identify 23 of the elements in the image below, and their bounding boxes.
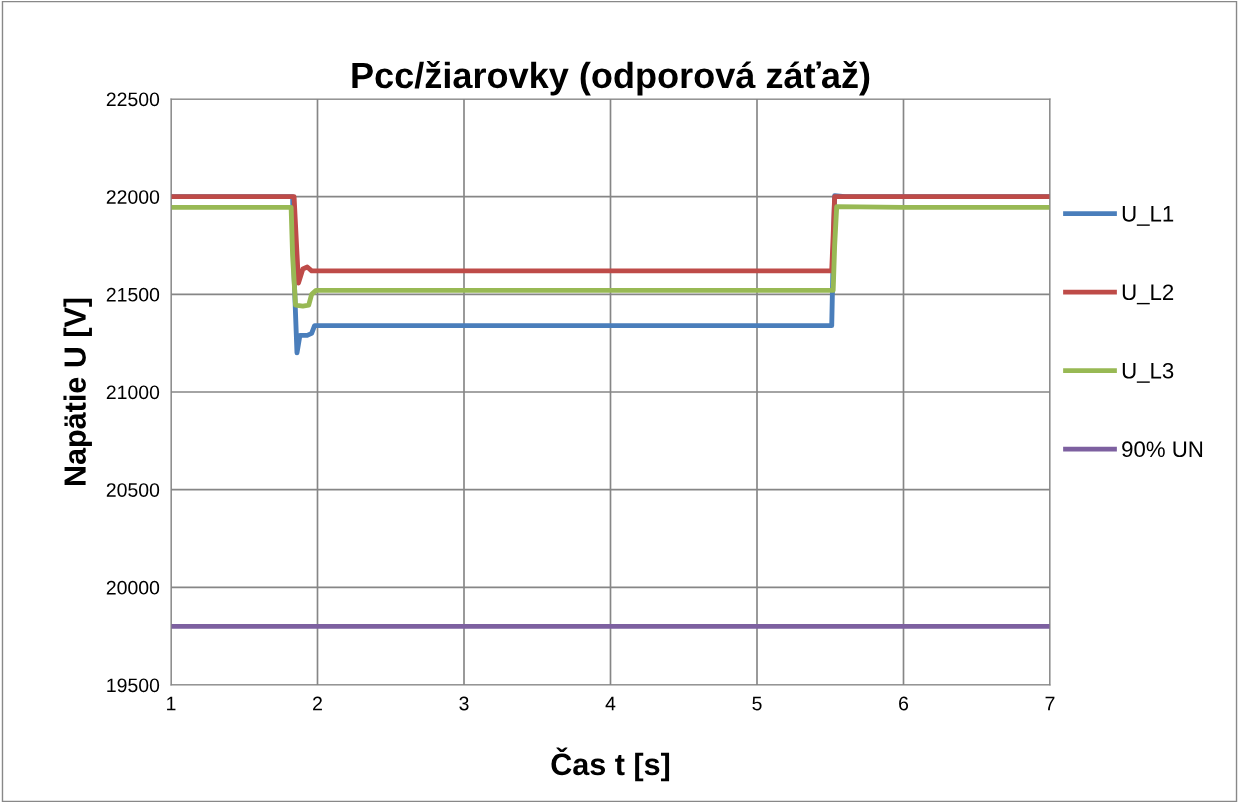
legend-label: 90% UN [1122,441,1203,458]
y-tick-label: 21000 [106,385,160,400]
x-tick-label: 6 [899,696,909,711]
chart-title: Pcc/žiarovky (odporová záťaž) [352,60,870,96]
y-tick-label: 21500 [106,287,160,302]
x-tick-label: 3 [459,696,469,711]
legend-label: U_L1 [1122,206,1174,226]
line-series [171,194,1050,286]
y-tick-label: 22000 [106,190,160,204]
line-series [171,204,1050,309]
y-tick-label: 19500 [107,678,160,693]
y-tick-label: 20000 [106,580,160,595]
y-tick-label: 20500 [106,483,160,497]
x-tick-label: 4 [605,696,616,711]
legend-label: U_L2 [1122,284,1174,305]
x-tick-label: 2 [313,696,322,711]
x-axis-title: Čas t [s] [551,747,670,782]
y-axis-title: Napätie U [V] [63,298,92,486]
x-tick-label: 7 [1045,696,1055,711]
legend-label: U_L3 [1122,362,1174,383]
x-tick-label: 5 [752,696,762,711]
y-tick-label: 22500 [106,92,160,107]
x-tick-label: 1 [167,696,176,711]
